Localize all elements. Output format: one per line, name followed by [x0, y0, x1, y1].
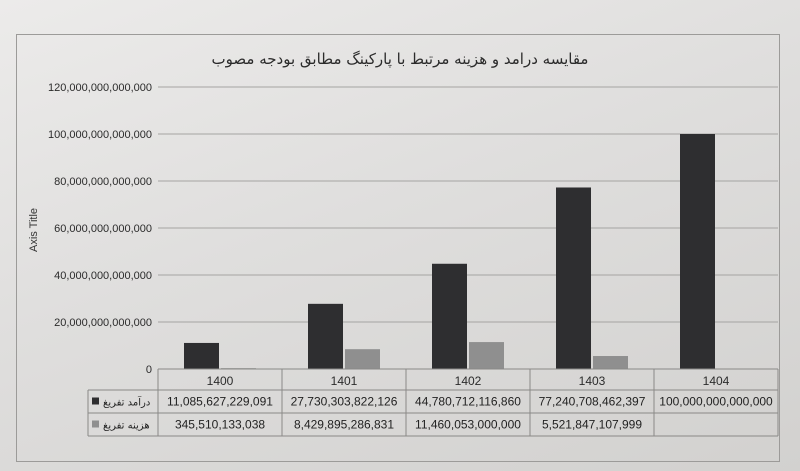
- x-category-label: 1402: [455, 374, 482, 388]
- x-category-label: 1403: [579, 374, 606, 388]
- bar-expense-1402: [469, 342, 504, 369]
- chart-frame: [16, 34, 780, 462]
- x-category-label: 1404: [703, 374, 730, 388]
- chart-title: مقایسه درامد و هزینه مرتبط با پارکینگ مط…: [211, 50, 589, 68]
- x-category-label: 1400: [207, 374, 234, 388]
- data-table: 1400 1401 1402 1403 1404 درآمد تفریغ 11,085,62…: [87, 368, 779, 437]
- table-cell-value: 27,730,303,822,126: [291, 395, 398, 409]
- bar-revenue-1401: [308, 303, 343, 369]
- x-category-label: 1401: [331, 374, 358, 388]
- legend-swatch: [92, 397, 99, 405]
- table-cell-value: 8,429,895,286,831: [294, 418, 394, 432]
- y-tick-label: 100,000,000,000,000: [48, 129, 152, 141]
- table-cell-value: 5,521,847,107,999: [542, 418, 642, 432]
- y-tick-label: 120,000,000,000,000: [48, 82, 152, 94]
- y-tick-label: 0: [146, 364, 152, 376]
- bar-revenue-1403: [556, 187, 591, 369]
- bars: [184, 134, 715, 369]
- table-cell-value: 100,000,000,000,000: [659, 395, 773, 409]
- y-tick-labels: 0 20,000,000,000,000 40,000,000,000,000 60,…: [48, 82, 152, 376]
- bar-expense-1403: [593, 356, 628, 369]
- bar-expense-1401: [345, 349, 380, 369]
- y-tick-label: 80,000,000,000,000: [54, 176, 152, 188]
- table-cell-value: 11,460,053,000,000: [415, 418, 521, 432]
- bar-revenue-1402: [432, 263, 467, 369]
- y-tick-label: 20,000,000,000,000: [54, 317, 152, 329]
- legend-swatch: [92, 420, 99, 428]
- bar-revenue-1400: [184, 342, 219, 369]
- table-cell-value: 345,510,133,038: [175, 418, 265, 432]
- table-cell-value: 44,780,712,116,860: [415, 395, 521, 409]
- y-tick-label: 40,000,000,000,000: [54, 270, 152, 282]
- table-cell-value: 77,240,708,462,397: [539, 395, 646, 409]
- y-tick-label: 60,000,000,000,000: [54, 223, 152, 235]
- table-cell-value: 11,085,627,229,091: [167, 395, 273, 409]
- bar-revenue-1404: [680, 134, 715, 369]
- legend-label: هزینه تفریغ: [103, 421, 150, 432]
- legend-label: درآمد تفریغ: [103, 396, 150, 409]
